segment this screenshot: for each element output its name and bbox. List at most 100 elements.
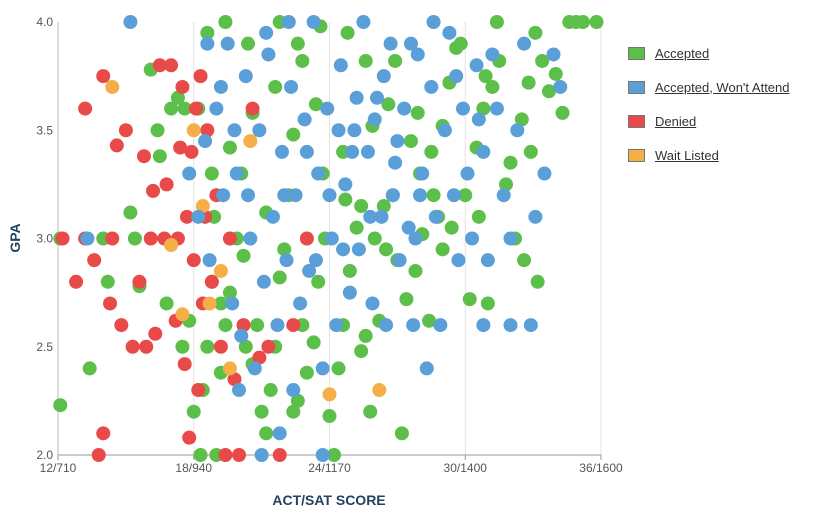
point-accepted [177, 101, 192, 116]
point-accepted-won-t-attend [401, 220, 416, 235]
point-accepted [290, 36, 305, 51]
point-denied [200, 123, 215, 138]
point-accepted [489, 15, 504, 29]
point-denied [245, 101, 260, 116]
point-accepted [379, 242, 394, 257]
point-accepted [458, 188, 473, 203]
legend-swatch [628, 114, 645, 128]
point-denied [55, 231, 70, 246]
x-tick-label: 30/1400 [444, 461, 488, 475]
point-accepted-won-t-attend [238, 69, 253, 84]
point-accepted [236, 248, 251, 263]
point-accepted [338, 192, 353, 207]
point-wait-listed [195, 199, 210, 214]
point-accepted-won-t-attend [284, 79, 299, 94]
point-accepted [358, 328, 373, 343]
point-denied [114, 318, 129, 333]
point-accepted [548, 66, 563, 81]
point-accepted-won-t-attend [503, 231, 518, 246]
point-accepted-won-t-attend [415, 166, 430, 181]
point-denied [184, 144, 199, 159]
point-accepted [127, 231, 142, 246]
point-accepted-won-t-attend [288, 188, 303, 203]
point-accepted [175, 339, 190, 354]
point-accepted [480, 296, 495, 311]
point-accepted-won-t-attend [374, 209, 389, 224]
point-denied [125, 339, 140, 354]
point-denied [252, 350, 267, 365]
point-accepted [250, 318, 265, 333]
point-accepted [268, 79, 283, 94]
legend-item-denied[interactable]: Denied [628, 104, 813, 138]
point-denied [152, 58, 167, 73]
point-accepted-won-t-attend [388, 155, 403, 170]
point-accepted [498, 177, 513, 192]
point-accepted [517, 253, 532, 268]
point-accepted-won-t-attend [338, 177, 353, 192]
point-accepted-won-t-attend [367, 112, 382, 127]
point-accepted [514, 112, 529, 127]
point-accepted-won-t-attend [485, 47, 500, 62]
point-accepted-won-t-attend [342, 285, 357, 300]
legend-label: Accepted, Won't Attend [655, 79, 790, 95]
point-denied [78, 101, 93, 116]
point-accepted [222, 285, 237, 300]
point-accepted [367, 231, 382, 246]
point-accepted [204, 166, 219, 181]
legend-swatch [628, 46, 645, 60]
point-accepted [82, 361, 97, 376]
point-accepted-won-t-attend [363, 209, 378, 224]
point-denied [186, 253, 201, 268]
point-accepted-won-t-attend [451, 253, 466, 268]
legend-item-wait-listed[interactable]: Wait Listed [628, 138, 813, 172]
point-accepted-won-t-attend [281, 15, 296, 29]
point-accepted-won-t-attend [469, 58, 484, 73]
point-accepted-won-t-attend [277, 188, 292, 203]
point-accepted-won-t-attend [225, 296, 240, 311]
legend-item-accepted-won-t-attend[interactable]: Accepted, Won't Attend [628, 70, 813, 104]
point-denied [69, 274, 84, 289]
point-denied [164, 58, 179, 73]
point-accepted-won-t-attend [308, 253, 323, 268]
point-accepted [290, 393, 305, 408]
point-accepted [403, 134, 418, 149]
tick-labels: 12/710 18/940 24/1170 30/1400 36/1600 2.0 2.5 3… [36, 15, 623, 475]
point-accepted [152, 149, 167, 164]
point-accepted-won-t-attend [232, 383, 246, 398]
point-accepted-won-t-attend [397, 101, 412, 116]
point-accepted [394, 426, 409, 441]
point-wait-listed [202, 296, 217, 311]
point-denied [173, 140, 188, 155]
point-accepted [354, 199, 369, 214]
point-accepted [453, 36, 468, 51]
point-accepted-won-t-attend [376, 69, 391, 84]
point-accepted [308, 97, 323, 112]
point-wait-listed [164, 237, 179, 252]
point-accepted-won-t-attend [259, 25, 274, 40]
point-accepted-won-t-attend [426, 15, 441, 29]
point-denied [236, 318, 251, 333]
chart-legend: Accepted Accepted, Won't Attend Denied Wait… [628, 36, 813, 172]
point-accepted-won-t-attend [272, 426, 287, 441]
point-wait-listed [105, 79, 120, 94]
point-denied [146, 183, 161, 198]
point-accepted-won-t-attend [455, 101, 470, 116]
point-accepted [254, 404, 269, 419]
point-accepted-won-t-attend [293, 296, 308, 311]
point-accepted-won-t-attend [385, 188, 400, 203]
point-accepted [342, 263, 357, 278]
legend-item-accepted[interactable]: Accepted [628, 36, 813, 70]
point-denied [272, 448, 287, 462]
point-accepted [478, 69, 493, 84]
legend-swatch [628, 80, 645, 94]
point-accepted-won-t-attend [261, 47, 276, 62]
point-denied [218, 448, 233, 462]
point-accepted [381, 97, 396, 112]
point-accepted [349, 220, 364, 235]
y-tick-label: 2.5 [36, 340, 53, 354]
x-tick-label: 24/1170 [308, 461, 351, 475]
point-accepted-won-t-attend [476, 318, 491, 333]
point-denied [109, 138, 124, 153]
point-accepted-won-t-attend [351, 242, 366, 257]
point-denied [299, 231, 314, 246]
